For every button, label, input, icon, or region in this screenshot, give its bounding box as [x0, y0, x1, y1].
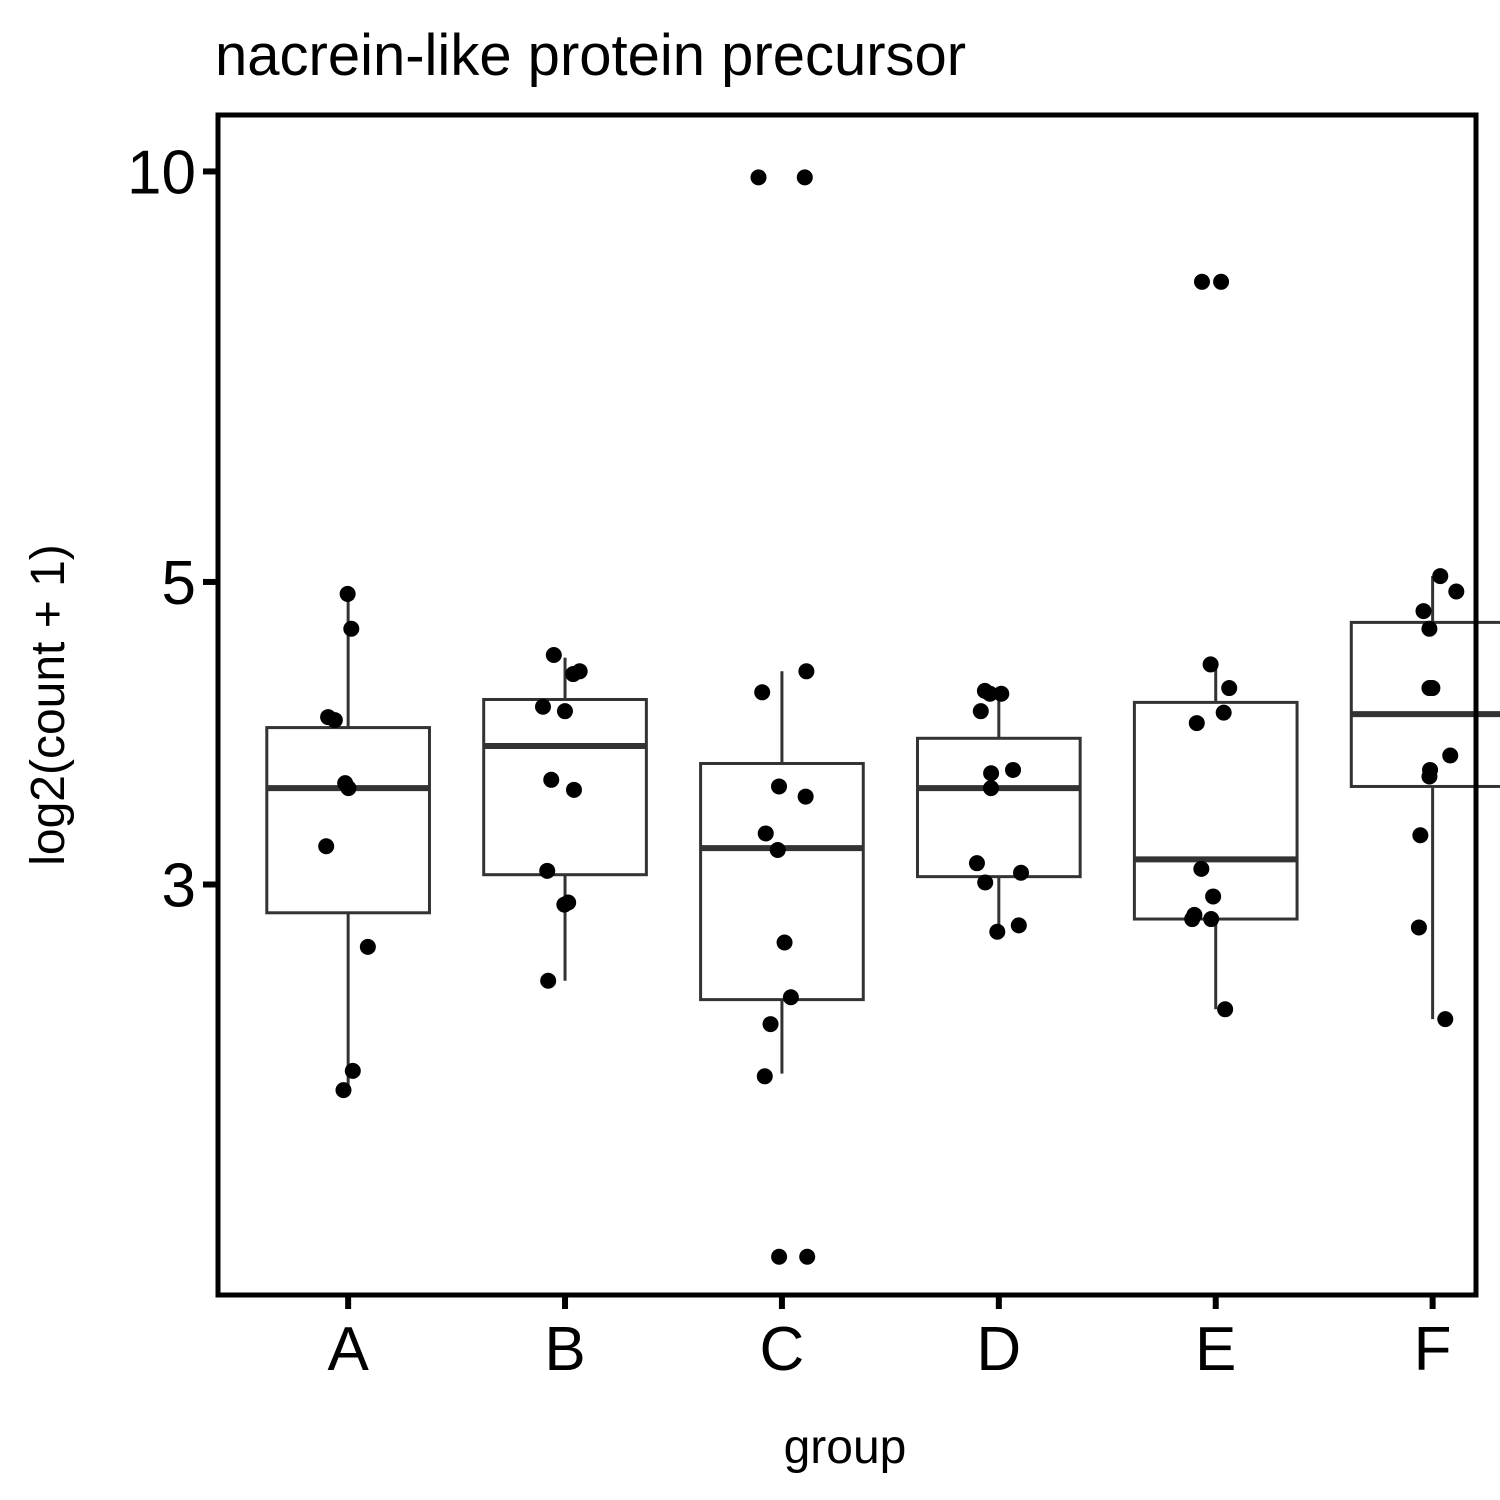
x-tick-label: F — [1414, 1315, 1452, 1384]
box — [1132, 700, 1299, 921]
data-point — [769, 841, 786, 858]
data-point — [798, 663, 815, 680]
data-point — [344, 1062, 361, 1079]
panel-border — [215, 112, 1479, 1298]
data-point — [565, 781, 582, 798]
data-point — [757, 825, 774, 842]
data-point — [750, 169, 767, 186]
x-tick-label: E — [1195, 1315, 1236, 1384]
data-point — [972, 703, 989, 720]
data-point — [1013, 864, 1030, 881]
x-tick-label: B — [544, 1315, 585, 1384]
data-point — [556, 896, 573, 913]
data-point — [776, 934, 793, 951]
data-point — [782, 989, 799, 1006]
data-point — [318, 838, 335, 855]
data-point — [1421, 680, 1438, 697]
data-point — [545, 646, 562, 663]
data-point — [1217, 1001, 1234, 1018]
box — [915, 736, 1082, 879]
data-point — [1193, 860, 1210, 877]
data-point — [968, 855, 985, 872]
data-point — [343, 620, 360, 637]
data-point — [1202, 656, 1219, 673]
data-point — [339, 585, 356, 602]
y-tick-label: 10 — [127, 138, 196, 207]
data-point — [983, 780, 1000, 797]
y-tick-label: 3 — [162, 851, 196, 920]
data-point — [771, 1248, 788, 1265]
data-point — [1448, 583, 1465, 600]
data-point — [993, 685, 1010, 702]
data-point — [556, 703, 573, 720]
data-point — [1412, 827, 1429, 844]
data-point — [1005, 761, 1022, 778]
chart-title: nacrein-like protein precursor — [215, 23, 966, 88]
data-point — [1421, 768, 1438, 785]
y-axis-title: log2(count + 1) — [22, 544, 75, 866]
data-point — [1410, 919, 1427, 936]
data-point — [799, 1248, 816, 1265]
x-tick-label: A — [327, 1315, 369, 1384]
data-point — [754, 684, 771, 701]
data-point — [1184, 911, 1201, 928]
data-point — [1437, 1011, 1454, 1028]
plot-area: 3 5 10 A B C D E F — [127, 112, 1500, 1384]
data-point — [565, 666, 582, 683]
data-point — [1188, 715, 1205, 732]
data-point — [1215, 704, 1232, 721]
data-point — [977, 874, 994, 891]
data-point — [756, 1068, 773, 1085]
data-point — [1205, 888, 1222, 905]
data-point — [540, 972, 557, 989]
data-point — [796, 169, 813, 186]
data-point — [1415, 603, 1432, 620]
data-point — [1421, 620, 1438, 637]
x-tick-label: C — [760, 1315, 805, 1384]
data-point — [1221, 680, 1238, 697]
box — [699, 761, 865, 1002]
data-point — [771, 778, 788, 795]
data-point — [1432, 568, 1449, 585]
data-point — [1442, 747, 1459, 764]
data-point — [1193, 273, 1210, 290]
data-point — [1203, 911, 1220, 928]
data-point — [762, 1016, 779, 1033]
data-point — [543, 771, 560, 788]
data-point — [981, 685, 998, 702]
data-point — [335, 1082, 352, 1099]
x-axis-title: group — [784, 1421, 907, 1474]
data-point — [359, 938, 376, 955]
data-point — [340, 780, 357, 797]
box — [265, 726, 431, 915]
data-point — [1010, 917, 1027, 934]
data-point — [1213, 273, 1230, 290]
y-tick-label: 5 — [162, 549, 196, 618]
box — [482, 697, 648, 877]
data-point — [534, 698, 551, 715]
data-point — [989, 923, 1006, 940]
data-point — [797, 788, 814, 805]
data-point — [539, 862, 556, 879]
data-point — [983, 765, 1000, 782]
data-point — [326, 712, 343, 729]
x-tick-label: D — [976, 1315, 1021, 1384]
